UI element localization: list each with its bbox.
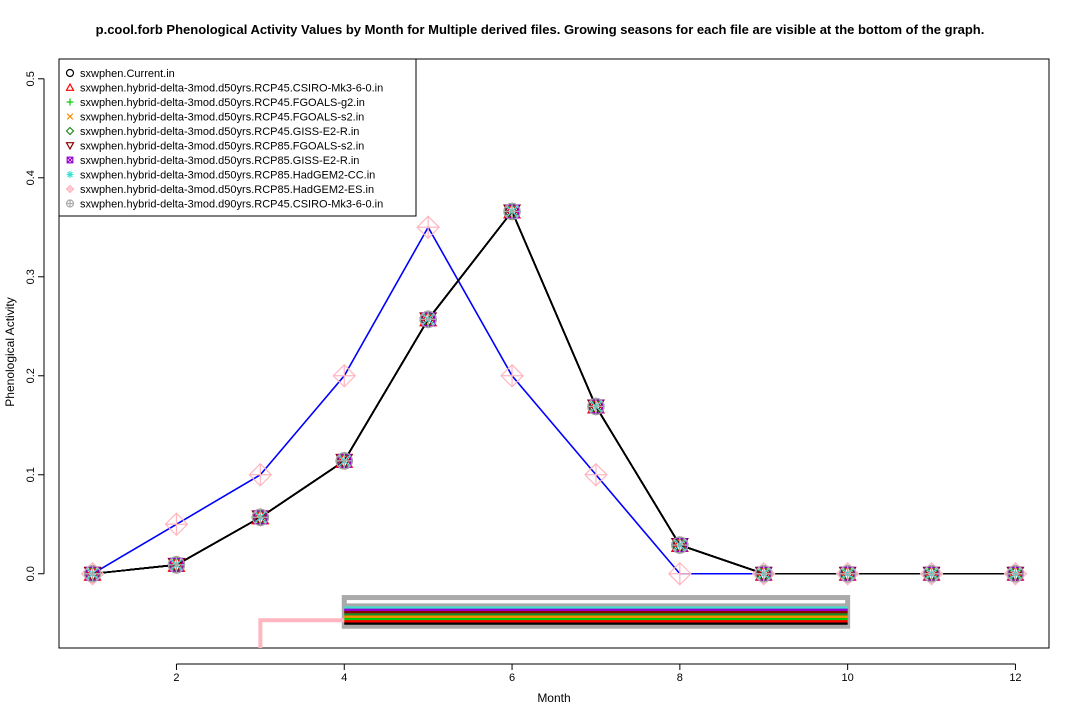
x-tick-label: 10 bbox=[842, 672, 854, 684]
x-tick-label: 12 bbox=[1009, 672, 1021, 684]
x-tick-label: 2 bbox=[173, 672, 179, 684]
legend-symbol bbox=[66, 156, 74, 164]
legend-label: sxwphen.hybrid-delta-3mod.d50yrs.RCP45.F… bbox=[80, 97, 365, 109]
y-tick-label: 0.2 bbox=[25, 368, 37, 383]
legend-symbol bbox=[66, 98, 74, 106]
series-line bbox=[92, 209, 1016, 575]
legend-symbol bbox=[65, 142, 75, 151]
legend-symbol bbox=[65, 82, 75, 91]
marker-shape bbox=[65, 126, 75, 136]
series-line bbox=[92, 209, 1016, 575]
data-point bbox=[419, 310, 437, 328]
data-point bbox=[251, 508, 269, 526]
legend: sxwphen.Current.in sxwphen.hybrid-delta-3… bbox=[58, 58, 417, 217]
x-tick-label: 8 bbox=[677, 672, 683, 684]
y-tick-label: 0.4 bbox=[25, 170, 37, 185]
series-line bbox=[92, 209, 1016, 575]
data-point bbox=[584, 462, 608, 487]
marker-shape bbox=[66, 156, 74, 164]
marker-stroke bbox=[67, 171, 73, 178]
data-point bbox=[167, 556, 186, 574]
axes: 2 4 6 8 10 12 0.0 0.1 0.2 0.3 0.4 0.5 bbox=[25, 71, 1022, 684]
data-point bbox=[500, 363, 524, 388]
marker-shape bbox=[65, 142, 75, 151]
data-point bbox=[83, 565, 102, 583]
data-point bbox=[332, 363, 357, 388]
growing-season-layer bbox=[258, 595, 851, 648]
series-line bbox=[92, 209, 1016, 575]
marker-stroke bbox=[66, 156, 74, 164]
legend-label: sxwphen.hybrid-delta-3mod.d50yrs.RCP85.F… bbox=[80, 141, 364, 153]
data-point bbox=[1006, 565, 1025, 583]
data-point bbox=[755, 565, 773, 583]
x-tick-label: 6 bbox=[509, 672, 515, 684]
marker-shape bbox=[65, 82, 75, 91]
marker-shape bbox=[65, 68, 75, 78]
legend-symbol bbox=[66, 113, 74, 120]
chart-title: p.cool.forb Phenological Activity Values… bbox=[95, 22, 985, 37]
series-lines bbox=[92, 209, 1016, 575]
data-point bbox=[839, 565, 857, 583]
y-tick-label: 0.5 bbox=[25, 71, 37, 86]
data-point bbox=[335, 452, 353, 470]
data-point bbox=[587, 397, 605, 416]
y-tick-label: 0.3 bbox=[25, 269, 37, 284]
legend-symbol bbox=[65, 184, 75, 194]
series-line bbox=[92, 209, 1016, 575]
legend-symbol bbox=[66, 171, 74, 178]
series-markers bbox=[80, 202, 1028, 586]
plot-frame bbox=[58, 58, 1050, 649]
legend-symbol bbox=[65, 68, 75, 78]
data-point bbox=[671, 536, 689, 554]
y-tick-label: 0.0 bbox=[25, 566, 37, 581]
series-line bbox=[92, 209, 1016, 575]
x-tick-label: 4 bbox=[341, 672, 347, 684]
growing-season-bar bbox=[258, 618, 345, 648]
data-point bbox=[416, 215, 441, 240]
legend-label: sxwphen.hybrid-delta-3mod.d50yrs.RCP85.G… bbox=[80, 155, 359, 167]
series-line bbox=[92, 209, 1016, 575]
series-line bbox=[92, 209, 1016, 575]
legend-label: sxwphen.hybrid-delta-3mod.d50yrs.RCP85.H… bbox=[80, 170, 375, 182]
data-point bbox=[248, 462, 273, 487]
legend-label: sxwphen.hybrid-delta-3mod.d50yrs.RCP85.H… bbox=[80, 184, 374, 196]
legend-label: sxwphen.hybrid-delta-3mod.d50yrs.RCP45.C… bbox=[80, 83, 383, 95]
legend-symbol bbox=[65, 199, 75, 208]
legend-label: sxwphen.hybrid-delta-3mod.d50yrs.RCP45.G… bbox=[80, 126, 359, 138]
legend-label: sxwphen.hybrid-delta-3mod.d50yrs.RCP45.F… bbox=[80, 112, 364, 124]
legend-label: sxwphen.Current.in bbox=[80, 68, 175, 80]
x-axis-title: Month bbox=[537, 691, 570, 705]
data-point bbox=[922, 565, 941, 583]
series-line bbox=[92, 209, 1016, 575]
legend-label: sxwphen.hybrid-delta-3mod.d90yrs.RCP45.C… bbox=[80, 199, 383, 211]
data-point bbox=[667, 561, 692, 586]
legend-symbol bbox=[65, 126, 75, 136]
y-tick-label: 0.1 bbox=[25, 467, 37, 482]
marker-stroke bbox=[66, 113, 74, 120]
data-point bbox=[164, 512, 189, 537]
legend-box bbox=[58, 58, 417, 217]
data-point bbox=[503, 202, 521, 221]
series-line bbox=[92, 225, 1016, 575]
y-axis-title: Phenological Activity bbox=[3, 297, 17, 406]
